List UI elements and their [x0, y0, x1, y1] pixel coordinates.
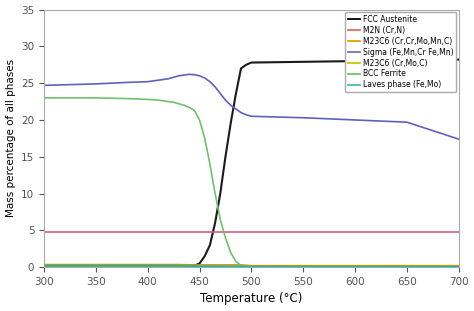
X-axis label: Temperature (°C): Temperature (°C): [200, 292, 302, 305]
Legend: FCC Austenite, M2N (Cr,N), M23C6 (Cr,Cr,Mo,Mn,C), Sigma (Fe,Mn,Cr Fe,Mn), M23C6 : FCC Austenite, M2N (Cr,N), M23C6 (Cr,Cr,…: [345, 12, 456, 92]
Y-axis label: Mass percentage of all phases: Mass percentage of all phases: [6, 59, 16, 217]
